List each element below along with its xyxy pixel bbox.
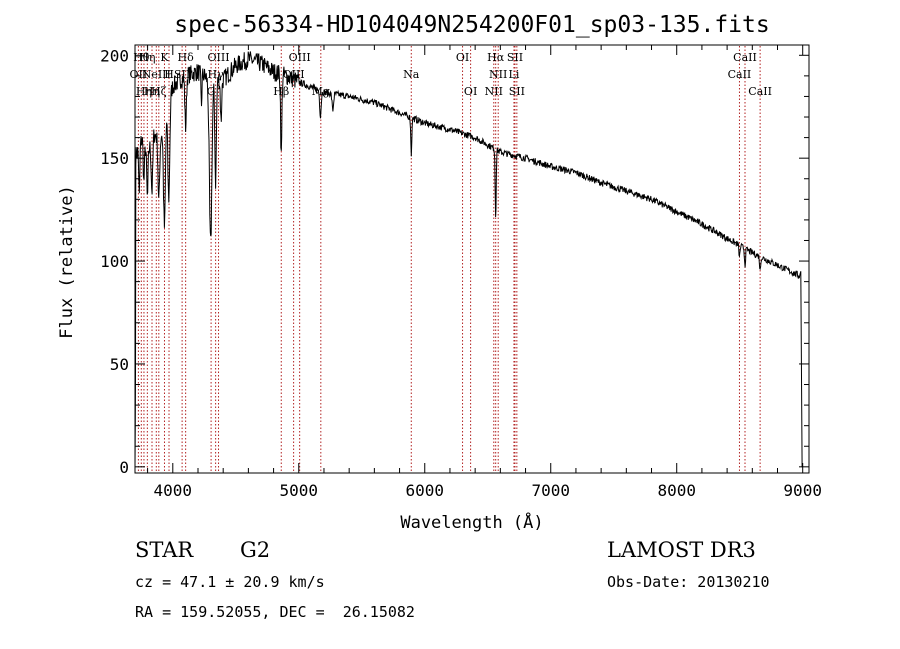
spectral-line-label: OIII [289,51,311,64]
object-class: STAR [135,538,194,562]
spectral-line-label: NeIII [142,68,171,81]
spectral-line-label: CaII [748,85,772,98]
spectral-line-label: OII [130,68,148,81]
plot-frame [134,44,810,474]
spectral-line-label: Hθ [133,51,150,64]
y-tick-label: 100 [100,252,129,271]
y-tick-label: 200 [100,46,129,65]
x-tick-label: 9000 [783,481,822,500]
spectral-line-label: OIII [283,68,305,81]
axis-ticks: 4000 5000 6000 7000 8000 9000 0 50 100 150 200 [100,45,822,500]
spectrum-line [134,51,803,468]
spectral-line-label: NII [485,85,503,98]
x-tick-label: 6000 [405,481,444,500]
spectral-line-label: H [164,68,174,81]
spectral-line-label: OI [456,51,469,64]
chart-title: spec-56334-HD104049N254200F01_sp03-135.f… [174,12,769,38]
spectral-line-label: SII [509,85,525,98]
spectral-line-label: Na [403,68,420,81]
spectral-line-label: Hα [487,51,505,64]
x-tick-label: 8000 [657,481,696,500]
spectral-line-label: Hβ [273,85,289,98]
y-tick-label: 150 [100,149,129,168]
spectral-line-label: CaII [728,68,752,81]
spectral-line-label: Hη [144,85,160,98]
spectral-line-label: OI [464,85,477,98]
spectral-line-label: K [160,51,169,64]
x-tick-label: 7000 [531,481,570,500]
spectral-line-label: NII [489,68,507,81]
spectral-line-markers [137,46,761,472]
spectral-line-label: Hδ [178,51,195,64]
x-tick-label: 4000 [154,481,193,500]
spectral-line-label: SII [507,51,523,64]
spectral-line-label: OIII [207,51,229,64]
spectral-line-label: Hη [139,51,155,64]
redshift-value: cz = 47.1 ± 20.9 km/s [135,573,325,591]
spectral-line-label: SII [174,68,190,81]
object-subclass: G2 [240,538,271,562]
spectral-line-label: Li [509,68,520,81]
observation-date: Obs-Date: 20130210 [607,573,770,591]
survey-name: LAMOST DR3 [607,538,756,562]
y-tick-label: 50 [110,355,129,374]
y-axis-label: Flux (relative) [57,185,77,339]
x-tick-label: 5000 [280,481,319,500]
y-tick-label: 0 [119,458,129,477]
sky-coordinates: RA = 159.52055, DEC = 26.15082 [135,603,415,621]
x-axis-label: Wavelength (Å) [400,511,543,533]
spectral-line-label: Hζ [151,85,167,98]
spectral-line-label: Hη [136,85,152,98]
spectral-line-label: CaII [733,51,757,64]
spectral-line-label: G [207,85,216,98]
spectral-line-label: Mg [312,85,330,98]
spectral-line-label: Hγ [208,68,225,81]
